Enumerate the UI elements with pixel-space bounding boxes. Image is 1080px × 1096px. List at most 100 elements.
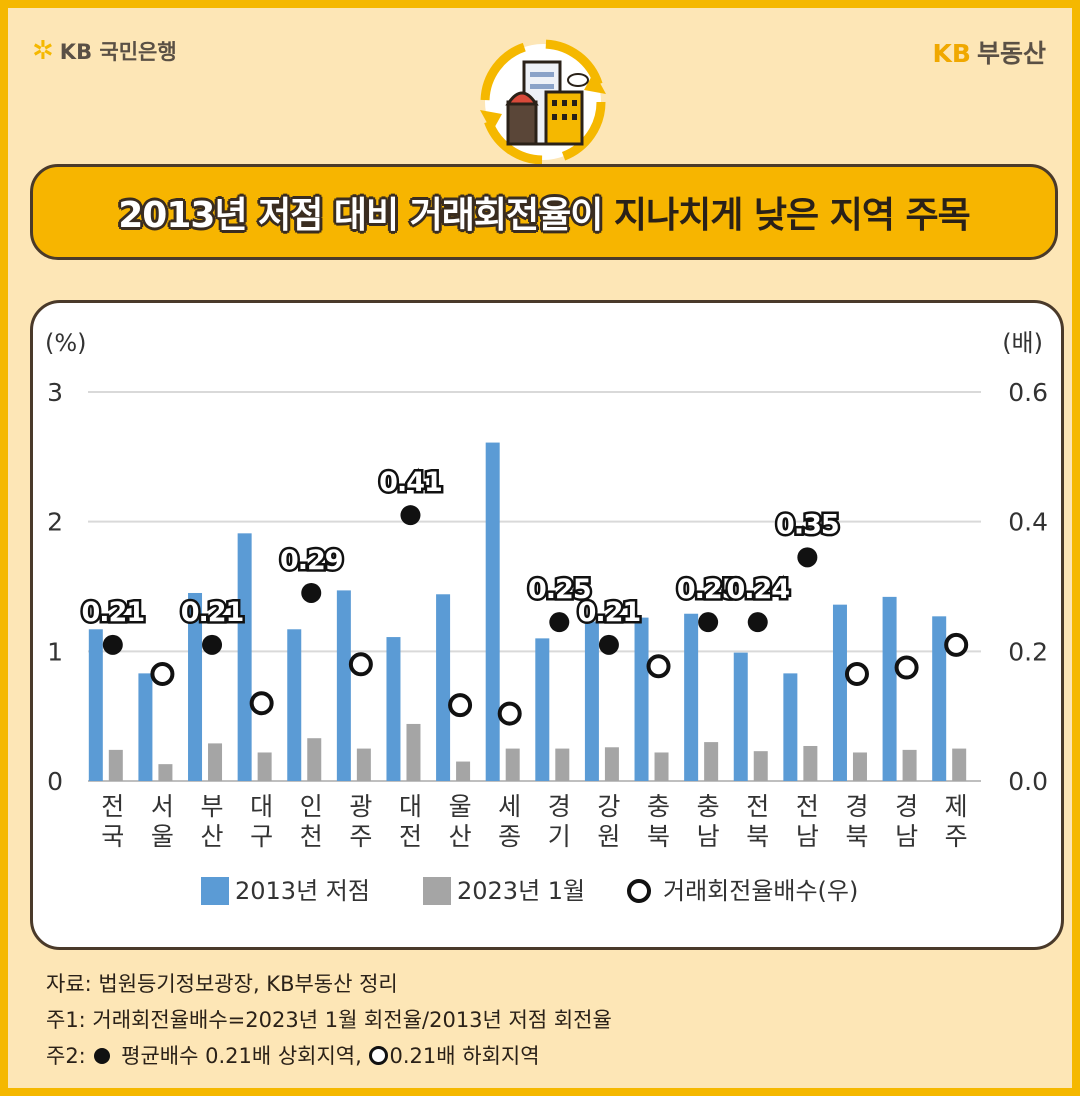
right-tick-label: 0.6	[1008, 378, 1048, 407]
category-label-line1: 충	[647, 792, 670, 821]
legend-label-multiplier: 거래회전율배수(우)	[663, 877, 858, 905]
right-axis-unit: (배)	[1002, 329, 1043, 357]
category-label-line2: 주	[945, 822, 968, 851]
category-label-line1: 전	[101, 792, 124, 821]
kb-star-icon: ✲	[32, 36, 54, 66]
left-tick-label: 2	[47, 508, 63, 537]
bar-2013	[88, 629, 103, 781]
multiplier-point-filled	[797, 547, 818, 568]
chart-card: (%) (배) 0 1 2 3 0.0 0.2 0.4 0.6 전 국 서 울 부 산 대 구 인 천 광 주 대 전 울 산 세 종…	[30, 300, 1064, 950]
legend-swatch-2023	[423, 877, 451, 905]
category-label-line2: 전	[399, 822, 422, 851]
bar-2013	[336, 590, 351, 781]
right-tick-label: 0.0	[1008, 767, 1048, 796]
multiplier-point-hollow	[448, 693, 473, 718]
bar-2023	[753, 751, 768, 781]
filled-circle-icon	[94, 1048, 111, 1064]
multiplier-point-hollow	[249, 691, 274, 716]
note-2-prefix: 주2:	[46, 1044, 86, 1068]
bar-2023	[108, 749, 123, 781]
multiplier-point-hollow	[646, 654, 671, 679]
brand-name-text: 부동산	[976, 39, 1046, 68]
bar-2023	[158, 764, 173, 781]
category-label-line1: 서	[151, 792, 174, 821]
category-label-line2: 산	[201, 822, 224, 851]
multiplier-data-label: 0.25	[528, 574, 591, 605]
category-label-line1: 세	[498, 792, 521, 821]
bar-2013	[287, 629, 302, 781]
title-banner: 2013년 저점 대비 거래회전율이 지나치게 낮은 지역 주목	[30, 164, 1058, 260]
multiplier-data-label: 0.29	[280, 545, 343, 576]
multiplier-data-label: 0.21	[81, 597, 144, 628]
left-tick-label: 1	[47, 637, 63, 666]
category-label-line1: 인	[300, 792, 323, 821]
bar-2023	[208, 743, 223, 781]
left-axis-unit: (%)	[45, 329, 87, 357]
multiplier-point-hollow	[944, 632, 969, 657]
bar-2023	[604, 747, 619, 781]
category-label-line2: 천	[300, 822, 323, 851]
bar-2013	[138, 673, 153, 781]
multiplier-point-filled	[698, 612, 719, 633]
bar-2013	[237, 533, 252, 781]
note-1: 주1: 거래회전율배수=2023년 1월 회전율/2013년 저점 회전율	[46, 1008, 612, 1032]
category-label-line2: 구	[250, 822, 273, 851]
category-label-line2: 북	[647, 822, 670, 851]
multiplier-point-filled	[598, 634, 619, 655]
category-label-line1: 경	[548, 792, 571, 821]
chart-notes: 자료: 법원등기정보광장, KB부동산 정리 주1: 거래회전율배수=2023년…	[46, 966, 612, 1074]
category-label-line1: 충	[697, 792, 720, 821]
building-cycle-icon	[480, 39, 606, 165]
kb-realestate-brand: KB 부동산	[933, 34, 1046, 70]
right-tick-label: 0.2	[1008, 637, 1048, 666]
category-label-line2: 남	[697, 822, 720, 851]
category-label-line1: 경	[895, 792, 918, 821]
brand-kb-text: KB	[932, 39, 971, 68]
category-label-line1: 제	[945, 792, 968, 821]
legend-swatch-2013	[201, 877, 229, 905]
category-label-line1: 대	[250, 792, 273, 821]
category-label-line1: 전	[796, 792, 819, 821]
multiplier-data-label: 0.21	[578, 597, 641, 628]
bar-2023	[257, 752, 272, 781]
right-tick-label: 0.4	[1008, 508, 1048, 537]
bar-2023	[803, 745, 818, 781]
bar-2013	[188, 592, 203, 781]
category-label-line2: 북	[746, 822, 769, 851]
note-2-hollow: 0.21배 하회지역	[389, 1044, 540, 1068]
multiplier-data-label: 0.24	[726, 574, 789, 605]
left-tick-label: 3	[47, 378, 63, 407]
bar-2023	[704, 742, 719, 781]
category-label-line1: 울	[449, 792, 472, 821]
category-label-line2: 북	[845, 822, 868, 851]
source-note: 자료: 법원등기정보광장, KB부동산 정리	[46, 972, 398, 996]
page-title: 2013년 저점 대비 거래회전율이 지나치게 낮은 지역 주목	[118, 186, 971, 238]
bar-2023	[356, 748, 371, 781]
multiplier-data-label: 0.25	[677, 574, 740, 605]
left-tick-label: 0	[47, 767, 63, 796]
category-label-line2: 국	[101, 822, 124, 851]
bar-2013	[386, 637, 401, 781]
category-label-line1: 부	[201, 792, 224, 821]
category-label-line2: 종	[498, 822, 521, 851]
bar-2013	[634, 617, 649, 781]
bar-2023	[456, 761, 471, 781]
multiplier-data-label: 0.35	[776, 509, 839, 540]
category-label-line2: 기	[548, 822, 571, 851]
legend-label-2023: 2023년 1월	[457, 877, 585, 905]
bar-2013	[733, 652, 748, 781]
note-2-filled: 평균배수 0.21배 상회지역,	[121, 1044, 362, 1068]
multiplier-point-hollow	[497, 701, 522, 726]
bar-2023	[852, 752, 867, 781]
category-label-line1: 경	[845, 792, 868, 821]
kb-bank-logo-text: KB 국민은행	[59, 40, 177, 64]
multiplier-point-filled	[202, 634, 223, 655]
multiplier-point-filled	[747, 612, 768, 633]
multiplier-point-filled	[400, 505, 421, 526]
bar-2013	[584, 621, 599, 781]
title-part2: 지나치게 낮은 지역 주목	[613, 195, 971, 236]
hollow-circle-icon	[368, 1046, 388, 1065]
bar-2023	[952, 748, 967, 781]
category-label-line1: 강	[597, 792, 620, 821]
bar-2013	[832, 604, 847, 781]
